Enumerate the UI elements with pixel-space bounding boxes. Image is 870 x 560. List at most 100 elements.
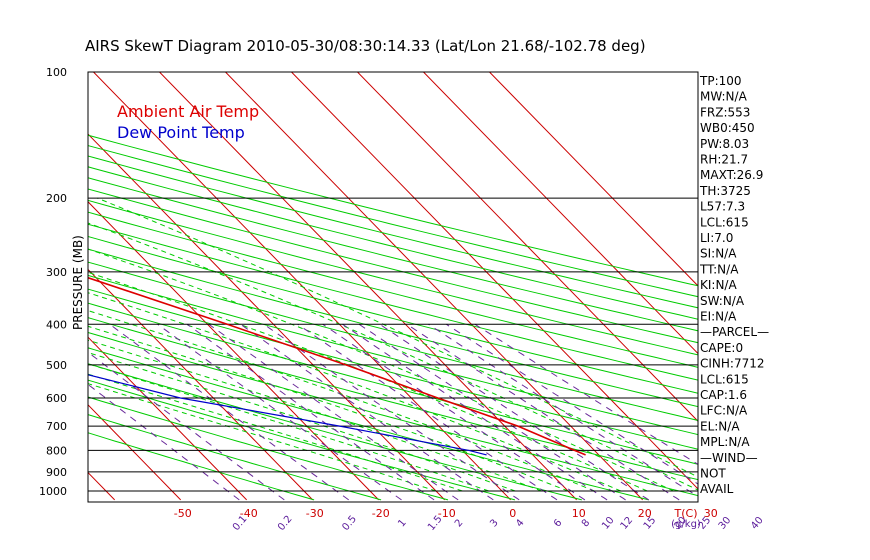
index-entry: TP:100 bbox=[699, 74, 742, 88]
dry-adiabat-line bbox=[88, 145, 698, 298]
background-grid bbox=[0, 72, 698, 501]
index-entry: MAXT:26.9 bbox=[700, 168, 763, 182]
dry-adiabat-line bbox=[88, 432, 315, 501]
index-entry: CAP:1.6 bbox=[700, 388, 747, 402]
mixing-ratio-line bbox=[297, 323, 558, 501]
mixing-ratio-tick-label: 2 bbox=[453, 517, 466, 529]
bottom-temp-tick-label: 10 bbox=[572, 507, 586, 520]
pressure-tick-label: 400 bbox=[46, 318, 67, 331]
pressure-tick-label: 900 bbox=[46, 466, 67, 479]
bottom-temp-tick-label: -30 bbox=[306, 507, 324, 520]
isotherm-line bbox=[88, 201, 380, 501]
series-line-temperature bbox=[88, 276, 586, 456]
dry-adiabat-line bbox=[88, 223, 698, 381]
mixing-ratio-tick-label: 4 bbox=[514, 517, 527, 529]
pressure-tick-label: 200 bbox=[46, 192, 67, 205]
isotherm-line bbox=[159, 72, 578, 501]
mixing-ratio-line bbox=[109, 323, 349, 501]
legend-entry-dewpoint: Dew Point Temp bbox=[117, 123, 245, 142]
mixing-ratio-line bbox=[157, 323, 402, 501]
mixing-ratio-tick-label: 30 bbox=[717, 515, 734, 532]
mixing-ratio-line bbox=[358, 323, 626, 501]
moist-adiabat-line bbox=[88, 292, 621, 492]
isotherm-line bbox=[88, 268, 314, 501]
index-entry: CAPE:0 bbox=[700, 341, 743, 355]
isotherm-line bbox=[423, 72, 698, 355]
isotherm-line bbox=[357, 72, 698, 422]
pressure-tick-label: 700 bbox=[46, 420, 67, 433]
index-entry: LI:7.0 bbox=[700, 231, 733, 245]
dry-adiabat-line bbox=[88, 274, 698, 436]
index-entry: SW:N/A bbox=[700, 294, 745, 308]
dry-adiabat-line bbox=[88, 155, 698, 309]
pressure-tick-label: 300 bbox=[46, 266, 67, 279]
dry-adiabat-line bbox=[88, 396, 449, 501]
legend-entry-temperature: Ambient Air Temp bbox=[117, 102, 259, 121]
mixing-ratio-line bbox=[474, 323, 698, 465]
dry-adiabat-line bbox=[88, 211, 698, 368]
y-axis-label: PRESSURE (MB) bbox=[71, 235, 85, 330]
index-entry: CINH:7712 bbox=[700, 357, 765, 371]
mixing-ratio-line bbox=[186, 323, 435, 501]
index-entry: FRZ:553 bbox=[700, 105, 750, 119]
pressure-tick-label: 1000 bbox=[39, 485, 67, 498]
mixing-ratio-tick-label: 0.2 bbox=[276, 514, 295, 533]
bottom-temp-tick-label: 20 bbox=[638, 507, 652, 520]
mixing-ratio-tick-label: 12 bbox=[619, 515, 636, 532]
isotherm-line bbox=[225, 72, 644, 501]
mixing-ratio-line bbox=[342, 323, 608, 501]
dry-adiabat-line bbox=[88, 188, 698, 344]
index-entry: KI:N/A bbox=[700, 278, 737, 292]
bottom-temp-tick-label: 0 bbox=[509, 507, 516, 520]
dry-adiabat-line bbox=[88, 288, 698, 450]
mixing-ratio-line bbox=[446, 323, 698, 485]
series-line-dewpoint bbox=[88, 374, 487, 456]
mixing-ratio-tick-label: 3 bbox=[488, 517, 501, 529]
legend: Ambient Air Temp Dew Point Temp bbox=[117, 102, 259, 142]
dry-adiabat-line bbox=[88, 317, 698, 481]
dry-adiabat-line bbox=[88, 166, 698, 320]
dry-adiabat-line bbox=[88, 347, 649, 501]
isotherm-line bbox=[291, 72, 698, 490]
mixing-ratio-tick-label: 6 bbox=[552, 517, 565, 529]
dry-adiabat-line bbox=[88, 302, 698, 465]
bottom-temp-tick-label: -10 bbox=[438, 507, 456, 520]
index-entry: LFC:N/A bbox=[700, 404, 748, 418]
dry-adiabat-line bbox=[88, 363, 582, 501]
dry-adiabat-line bbox=[88, 248, 698, 408]
index-entry: NOT bbox=[700, 467, 726, 481]
dry-adiabat-line bbox=[88, 261, 698, 421]
index-entry: TH:3725 bbox=[699, 184, 751, 198]
moist-adiabat-line bbox=[97, 197, 698, 478]
index-entry: TT:N/A bbox=[699, 262, 739, 276]
dry-adiabat-line bbox=[88, 414, 382, 501]
isotherm-line bbox=[0, 72, 49, 500]
index-entry: MPL:N/A bbox=[700, 435, 750, 449]
index-entry: AVAIL bbox=[700, 482, 734, 496]
profile-lines bbox=[88, 276, 586, 456]
axis-ticks: 1002003004005006007008009001000-120-110-… bbox=[39, 66, 766, 533]
pressure-tick-label: 600 bbox=[46, 392, 67, 405]
mixing-ratio-line bbox=[88, 383, 240, 501]
bottom-temp-unit-label: T(C) bbox=[674, 507, 698, 520]
bottom-temp-tick-label: -50 bbox=[174, 507, 192, 520]
mixing-ratio-unit-label: (g/kg) bbox=[671, 519, 701, 530]
index-entry: MW:N/A bbox=[700, 90, 748, 104]
mixing-ratio-tick-label: 40 bbox=[749, 515, 766, 532]
isotherm-line bbox=[93, 72, 512, 501]
bottom-temp-tick-label: 30 bbox=[704, 507, 718, 520]
isotherm-line bbox=[88, 336, 248, 501]
pressure-tick-label: 500 bbox=[46, 359, 67, 372]
index-entry: —PARCEL— bbox=[700, 325, 769, 339]
dry-adiabat-line bbox=[88, 235, 698, 394]
index-entry: PW:8.03 bbox=[700, 137, 749, 151]
index-entry: RH:21.7 bbox=[700, 153, 748, 167]
index-entry: LCL:615 bbox=[700, 215, 749, 229]
pressure-tick-label: 800 bbox=[46, 444, 67, 457]
moist-adiabat-line bbox=[88, 363, 489, 492]
index-entry: WB0:450 bbox=[700, 121, 755, 135]
plot-frame bbox=[87, 71, 699, 503]
moist-adiabat-line bbox=[88, 248, 674, 492]
